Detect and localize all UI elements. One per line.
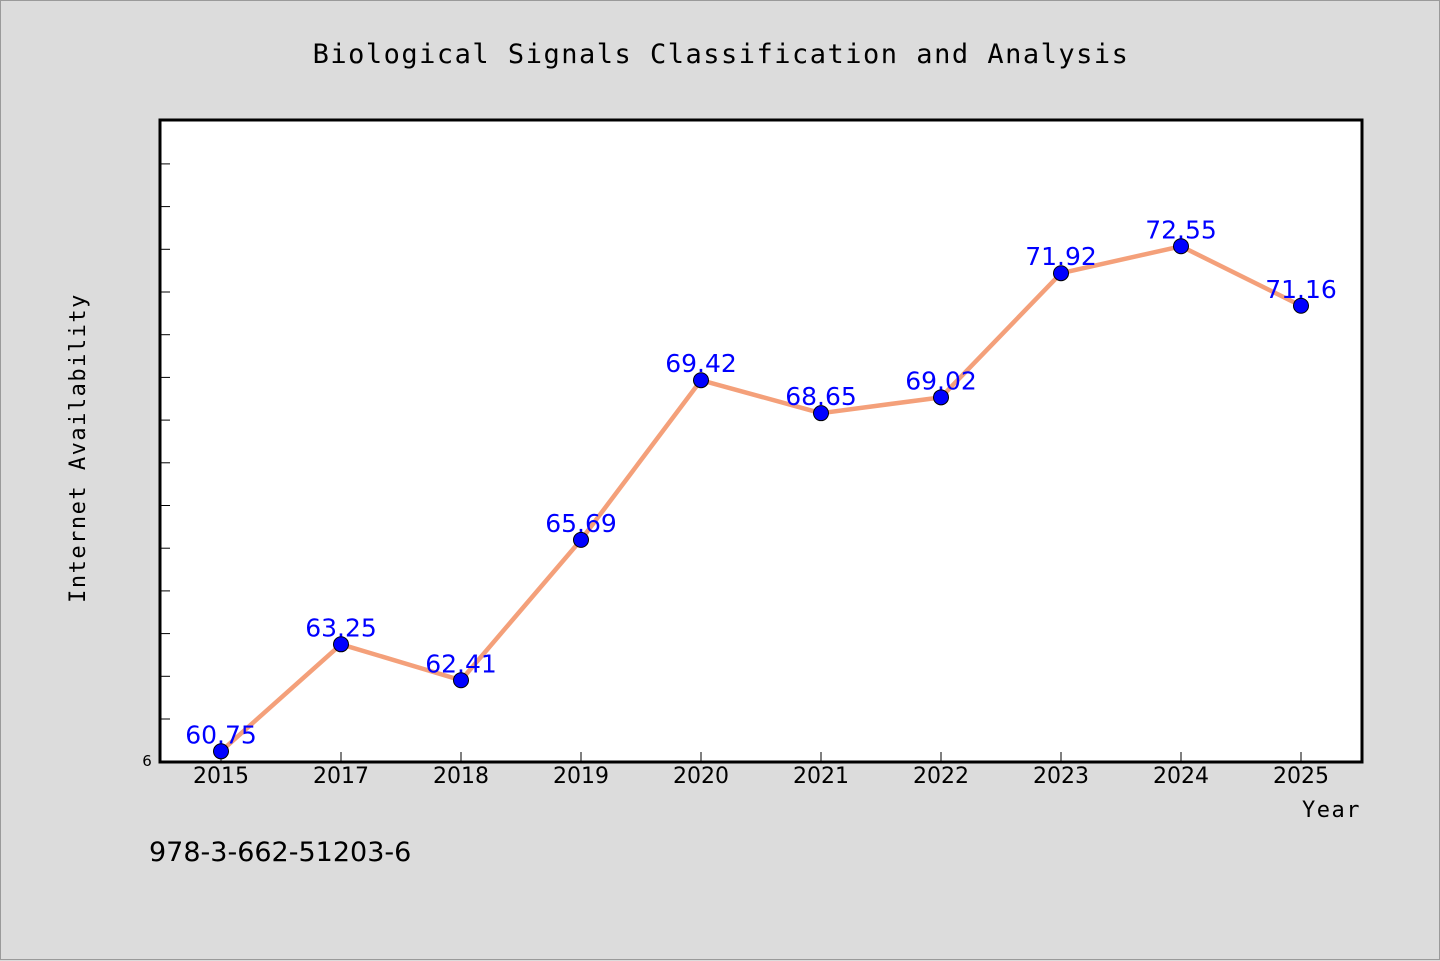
data-label: 68.65 xyxy=(785,382,857,411)
x-axis-title: Year xyxy=(1302,798,1361,823)
data-labels: 60.75 63.25 62.41 65.69 69.42 68.65 69.02 71.92… xyxy=(185,215,1337,749)
data-label: 69.02 xyxy=(905,366,977,395)
series-line-group xyxy=(219,244,1302,753)
data-point xyxy=(333,636,349,653)
series-line xyxy=(219,244,1302,753)
y-tick-label: 6 xyxy=(142,752,152,770)
data-label: 71.16 xyxy=(1265,275,1337,304)
x-tick-label: 2023 xyxy=(1033,764,1089,789)
x-tick-label: 2024 xyxy=(1153,764,1209,789)
data-label: 60.75 xyxy=(185,720,257,749)
x-tick-label: 2020 xyxy=(673,764,729,789)
x-tick-label: 2018 xyxy=(433,764,489,789)
isbn-text: 978-3-662-51203-6 xyxy=(149,837,412,868)
data-label: 62.41 xyxy=(425,649,497,678)
data-point xyxy=(1293,297,1309,314)
data-label: 65.69 xyxy=(545,509,617,538)
data-label: 69.42 xyxy=(665,349,737,378)
y-axis-ticks xyxy=(160,163,170,720)
x-axis-ticks: 2015 2017 2018 2019 2020 2021 2022 2023 2024 2025 xyxy=(193,752,1329,789)
chart-title: Biological Signals Classification and An… xyxy=(313,39,1130,70)
data-point xyxy=(1053,265,1069,282)
data-point xyxy=(573,531,589,548)
data-label: 72.55 xyxy=(1145,215,1217,244)
data-point xyxy=(1173,238,1189,255)
data-label: 63.25 xyxy=(305,613,377,642)
data-point xyxy=(813,405,829,422)
data-point xyxy=(213,743,229,760)
x-tick-label: 2015 xyxy=(193,764,249,789)
x-tick-label: 2019 xyxy=(553,764,609,789)
data-point xyxy=(933,389,949,406)
x-tick-label: 2022 xyxy=(913,764,969,789)
x-tick-label: 2021 xyxy=(793,764,849,789)
data-point xyxy=(453,672,469,689)
data-point xyxy=(693,372,709,389)
y-axis-title: Internet Availability xyxy=(66,293,91,603)
plot-area xyxy=(158,118,1364,764)
data-label: 71.92 xyxy=(1025,242,1097,271)
x-tick-label: 2017 xyxy=(313,764,369,789)
data-markers xyxy=(213,238,1309,760)
x-tick-label: 2025 xyxy=(1273,764,1329,789)
